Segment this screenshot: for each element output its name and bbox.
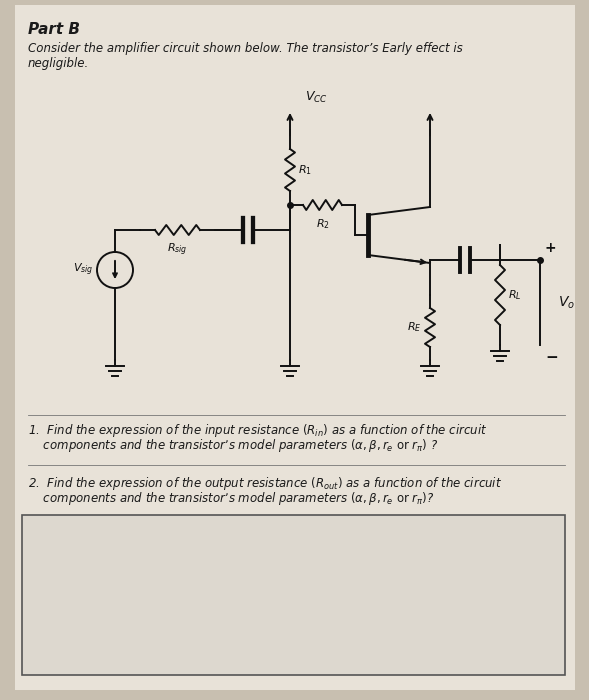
Text: components and the transistor’s model parameters $(\alpha, \beta, r_e \text{ or : components and the transistor’s model pa…	[28, 490, 435, 507]
Text: $R_2$: $R_2$	[316, 217, 329, 231]
Text: 2.  Find the expression of the output resistance $(R_{out})$ as a function of th: 2. Find the expression of the output res…	[28, 475, 502, 492]
Text: negligible.: negligible.	[28, 57, 90, 70]
Text: −: −	[545, 350, 558, 365]
Text: $V_o$: $V_o$	[558, 294, 575, 311]
Text: Part B: Part B	[28, 22, 80, 37]
Text: $V_{sig}$: $V_{sig}$	[72, 262, 93, 278]
FancyBboxPatch shape	[15, 5, 575, 690]
Text: Consider the amplifier circuit shown below. The transistor’s Early effect is: Consider the amplifier circuit shown bel…	[28, 42, 463, 55]
Text: $R_1$: $R_1$	[298, 163, 312, 177]
Text: $R_L$: $R_L$	[508, 288, 522, 302]
Text: components and the transistor’s model parameters $(\alpha, \beta, r_e \text{ or : components and the transistor’s model pa…	[28, 437, 438, 454]
Text: 1.  Find the expression of the input resistance $(R_{in})$ as a function of the : 1. Find the expression of the input resi…	[28, 422, 488, 439]
Text: +: +	[545, 241, 557, 255]
Text: $R_E$: $R_E$	[408, 321, 422, 335]
Text: $R_{sig}$: $R_{sig}$	[167, 242, 188, 258]
Text: $V_{CC}$: $V_{CC}$	[305, 90, 327, 105]
FancyBboxPatch shape	[22, 515, 565, 675]
